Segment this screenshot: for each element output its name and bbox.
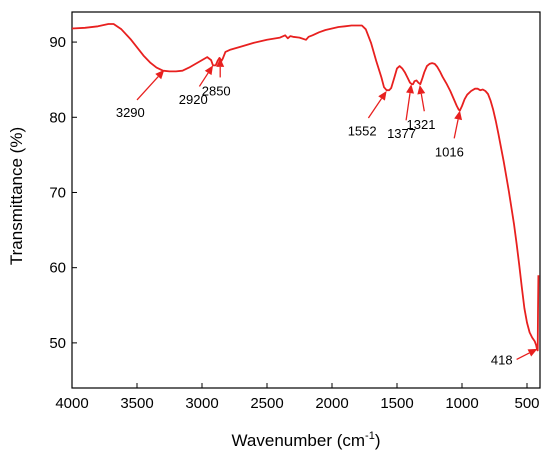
peak-annotation: 1016 — [435, 110, 464, 159]
peak-label: 1321 — [407, 117, 436, 132]
peak-label: 418 — [491, 352, 513, 367]
peak-arrow-head — [454, 110, 463, 121]
peak-arrow-head — [204, 65, 214, 76]
peak-arrow-head — [378, 90, 387, 101]
axis-ticks — [71, 41, 528, 388]
peak-annotation: 1377 — [387, 84, 416, 141]
peak-arrow-head — [216, 57, 225, 67]
peak-arrow-shaft — [136, 76, 159, 101]
peak-annotation: 1552 — [348, 90, 387, 138]
peak-arrow-shaft — [367, 98, 383, 119]
y-tick-label: 50 — [49, 335, 66, 352]
peak-annotation: 2850 — [202, 57, 231, 98]
peak-arrow-head — [527, 348, 538, 357]
peak-annotation: 3290 — [116, 69, 165, 120]
peak-annotation: 418 — [491, 348, 538, 367]
peak-arrow-shaft — [420, 93, 425, 112]
peak-annotation: 1321 — [407, 84, 436, 132]
x-tick-label: 2500 — [250, 395, 283, 412]
x-tick-label: 4000 — [55, 395, 88, 412]
peak-arrow-head — [155, 69, 165, 80]
spectrum-series — [71, 23, 540, 352]
peak-arrow-shaft — [198, 72, 209, 87]
plot-border — [71, 11, 541, 389]
peak-label: 3290 — [116, 105, 145, 120]
x-tick-label: 3000 — [185, 395, 218, 412]
peak-annotation: 2920 — [179, 65, 214, 107]
y-tick-label: 70 — [49, 184, 66, 201]
x-tick-label: 1500 — [380, 395, 413, 412]
peak-arrow-head — [406, 84, 414, 94]
peak-label: 2850 — [202, 83, 231, 98]
peak-label: 1552 — [348, 123, 377, 138]
peak-arrow-shaft — [405, 93, 411, 121]
peak-arrow-head — [417, 84, 426, 95]
y-tick-label: 80 — [49, 109, 66, 126]
peak-label: 2920 — [179, 92, 208, 107]
plot-frame — [71, 11, 541, 389]
x-tick-label: 3500 — [120, 395, 153, 412]
tick-labels: 4000 3500 3000 2500 2000 1500 1000 500 50 60 70 80 9… — [49, 34, 539, 412]
peak-arrow-shaft — [453, 119, 459, 139]
peak-label: 1377 — [387, 126, 416, 141]
x-axis-title: Wavenumber (cm-1) — [232, 430, 381, 450]
peak-label: 1016 — [435, 144, 464, 159]
spectrum-line — [71, 23, 540, 352]
x-tick-label: 500 — [514, 395, 539, 412]
x-tick-label: 1000 — [445, 395, 478, 412]
y-tick-label: 60 — [49, 260, 66, 277]
y-tick-label: 90 — [49, 34, 66, 51]
x-tick-label: 2000 — [315, 395, 348, 412]
peak-arrow-shaft — [516, 352, 530, 361]
y-axis-title: Transmittance (%) — [7, 127, 26, 265]
